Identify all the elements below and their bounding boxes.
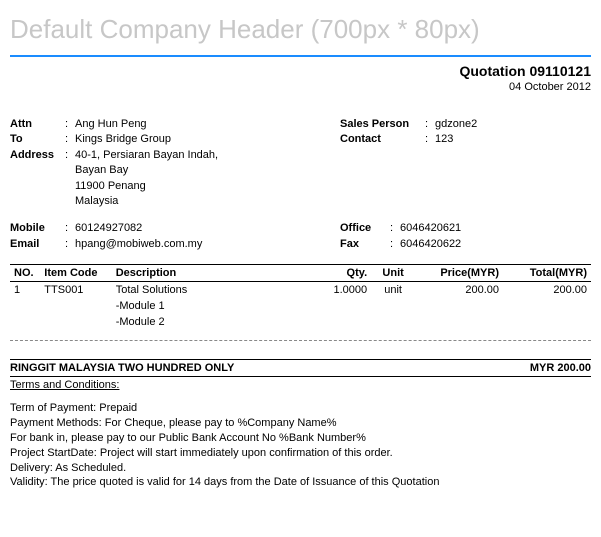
office-value: 6046420621 — [400, 221, 591, 236]
terms-body: Term of Payment: Prepaid Payment Methods… — [10, 401, 591, 490]
header-rule — [10, 55, 591, 57]
email-label: Email — [10, 237, 65, 252]
terms-title: Terms and Conditions: — [10, 379, 591, 391]
cell-desc: Total Solutions — [112, 282, 310, 299]
th-code: Item Code — [40, 265, 111, 282]
dotted-separator — [10, 340, 591, 341]
mobile-value: 60124927082 — [75, 221, 340, 236]
salesperson-label: Sales Person — [340, 117, 425, 132]
th-desc: Description — [112, 265, 310, 282]
terms-line: Project StartDate: Project will start im… — [10, 446, 591, 461]
to-value: Kings Bridge Group — [75, 132, 340, 147]
table-row-sub: -Module 1 — [10, 298, 591, 314]
total-amount: MYR 200.00 — [530, 362, 591, 374]
terms-line: Validity: The price quoted is valid for … — [10, 475, 591, 490]
party-info-block: Attn : Ang Hun Peng To : Kings Bridge Gr… — [10, 117, 591, 209]
cell-code: TTS001 — [40, 282, 111, 299]
attn-value: Ang Hun Peng — [75, 117, 340, 132]
fax-label: Fax — [340, 237, 390, 252]
address-line4: Malaysia — [10, 194, 340, 209]
salesperson-value: gdzone2 — [435, 117, 591, 132]
address-line3: 11900 Penang — [10, 179, 340, 194]
email-value: hpang@mobiweb.com.my — [75, 237, 340, 252]
address-line1: 40-1, Persiaran Bayan Indah, — [75, 148, 340, 163]
table-row-sub: -Module 2 — [10, 314, 591, 330]
contact-label: Contact — [340, 132, 425, 147]
terms-line: Delivery: As Scheduled. — [10, 461, 591, 476]
quotation-title: Quotation 09110121 — [10, 63, 591, 79]
table-row: 1 TTS001 Total Solutions 1.0000 unit 200… — [10, 282, 591, 299]
quotation-header: Quotation 09110121 04 October 2012 — [10, 63, 591, 93]
th-total: Total(MYR) — [503, 265, 591, 282]
terms-line: Payment Methods: For Cheque, please pay … — [10, 416, 591, 431]
cell-sub2: -Module 2 — [112, 314, 310, 330]
total-row: RINGGIT MALAYSIA TWO HUNDRED ONLY MYR 20… — [10, 359, 591, 377]
party-right: Sales Person : gdzone2 Contact : 123 — [340, 117, 591, 209]
th-qty: Qty. — [310, 265, 372, 282]
cell-no: 1 — [10, 282, 40, 299]
cell-price: 200.00 — [415, 282, 503, 299]
quotation-date: 04 October 2012 — [10, 81, 591, 93]
cell-total: 200.00 — [503, 282, 591, 299]
terms-line: Term of Payment: Prepaid — [10, 401, 591, 416]
contact-block: Mobile : 60124927082 Email : hpang@mobiw… — [10, 221, 591, 252]
mobile-label: Mobile — [10, 221, 65, 236]
total-words: RINGGIT MALAYSIA TWO HUNDRED ONLY — [10, 362, 234, 374]
office-label: Office — [340, 221, 390, 236]
th-price: Price(MYR) — [415, 265, 503, 282]
cell-unit: unit — [371, 282, 415, 299]
address-label: Address — [10, 148, 65, 163]
company-header-placeholder: Default Company Header (700px * 80px) — [10, 10, 591, 55]
address-line2: Bayan Bay — [10, 163, 340, 178]
attn-label: Attn — [10, 117, 65, 132]
th-no: NO. — [10, 265, 40, 282]
cell-qty: 1.0000 — [310, 282, 372, 299]
contact-value: 123 — [435, 132, 591, 147]
cell-sub1: -Module 1 — [112, 298, 310, 314]
th-unit: Unit — [371, 265, 415, 282]
terms-line: For bank in, please pay to our Public Ba… — [10, 431, 591, 446]
fax-value: 6046420622 — [400, 237, 591, 252]
items-table: NO. Item Code Description Qty. Unit Pric… — [10, 264, 591, 330]
party-left: Attn : Ang Hun Peng To : Kings Bridge Gr… — [10, 117, 340, 209]
to-label: To — [10, 132, 65, 147]
